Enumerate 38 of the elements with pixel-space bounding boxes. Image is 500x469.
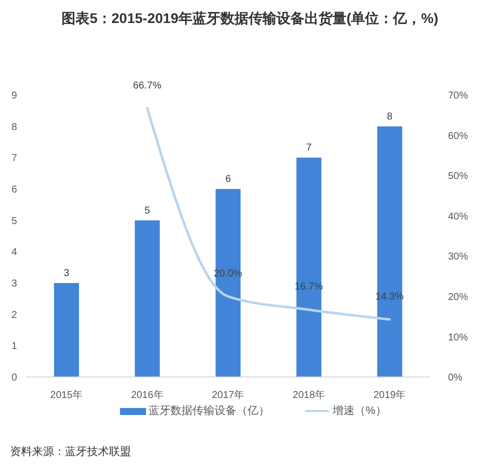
y-tick-label: 4: [11, 247, 18, 258]
data-label: 3: [64, 268, 70, 279]
text: 资料来源：蓝牙技术联盟: [10, 445, 131, 459]
y2-tick-label: 10%: [448, 332, 468, 344]
y2-tick-label: 0%: [448, 372, 463, 384]
y-tick-label: 9: [11, 90, 18, 102]
legend-label: 增速（%）: [332, 404, 386, 418]
bar: [54, 283, 79, 377]
y-tick-label: 8: [11, 122, 18, 133]
data-label: 6: [225, 174, 232, 185]
y-tick-label: 6: [11, 184, 18, 196]
bar: [134, 220, 160, 377]
y2-tick-label: 40%: [448, 211, 468, 222]
bar: [296, 158, 322, 377]
x-tick-label: 2017年: [212, 389, 244, 402]
y2-tick-label: 60%: [448, 130, 468, 142]
y-tick-label: 2: [11, 310, 18, 321]
y2-tick-label: 30%: [448, 252, 468, 263]
y-tick-label: 3: [11, 278, 18, 290]
x-tick-label: 2018年: [292, 389, 325, 402]
y-tick-label: 1: [11, 341, 18, 352]
y-tick-label: 5: [11, 216, 18, 227]
y2-tick-label: 70%: [448, 90, 468, 102]
x-tick-label: 2019年: [373, 389, 406, 402]
data-label: 66.7%: [133, 80, 162, 92]
y2-tick-label: 20%: [448, 292, 468, 303]
legend-label: 蓝牙数据传输设备（亿）: [148, 404, 270, 418]
x-tick-label: 2016年: [131, 389, 164, 402]
data-label: 8: [386, 111, 393, 122]
data-label: 7: [306, 142, 312, 154]
y2-tick-label: 50%: [448, 171, 468, 182]
bar: [216, 189, 241, 377]
y-tick-label: 7: [11, 153, 18, 164]
bar: [377, 126, 402, 377]
x-tick-label: 2015年: [50, 389, 83, 402]
chart-title: 图表5：2015-2019年蓝牙数据传输设备出货量(单位：亿，%): [60, 10, 440, 28]
y-tick-label: 0: [11, 372, 18, 384]
data-label: 5: [144, 205, 151, 216]
